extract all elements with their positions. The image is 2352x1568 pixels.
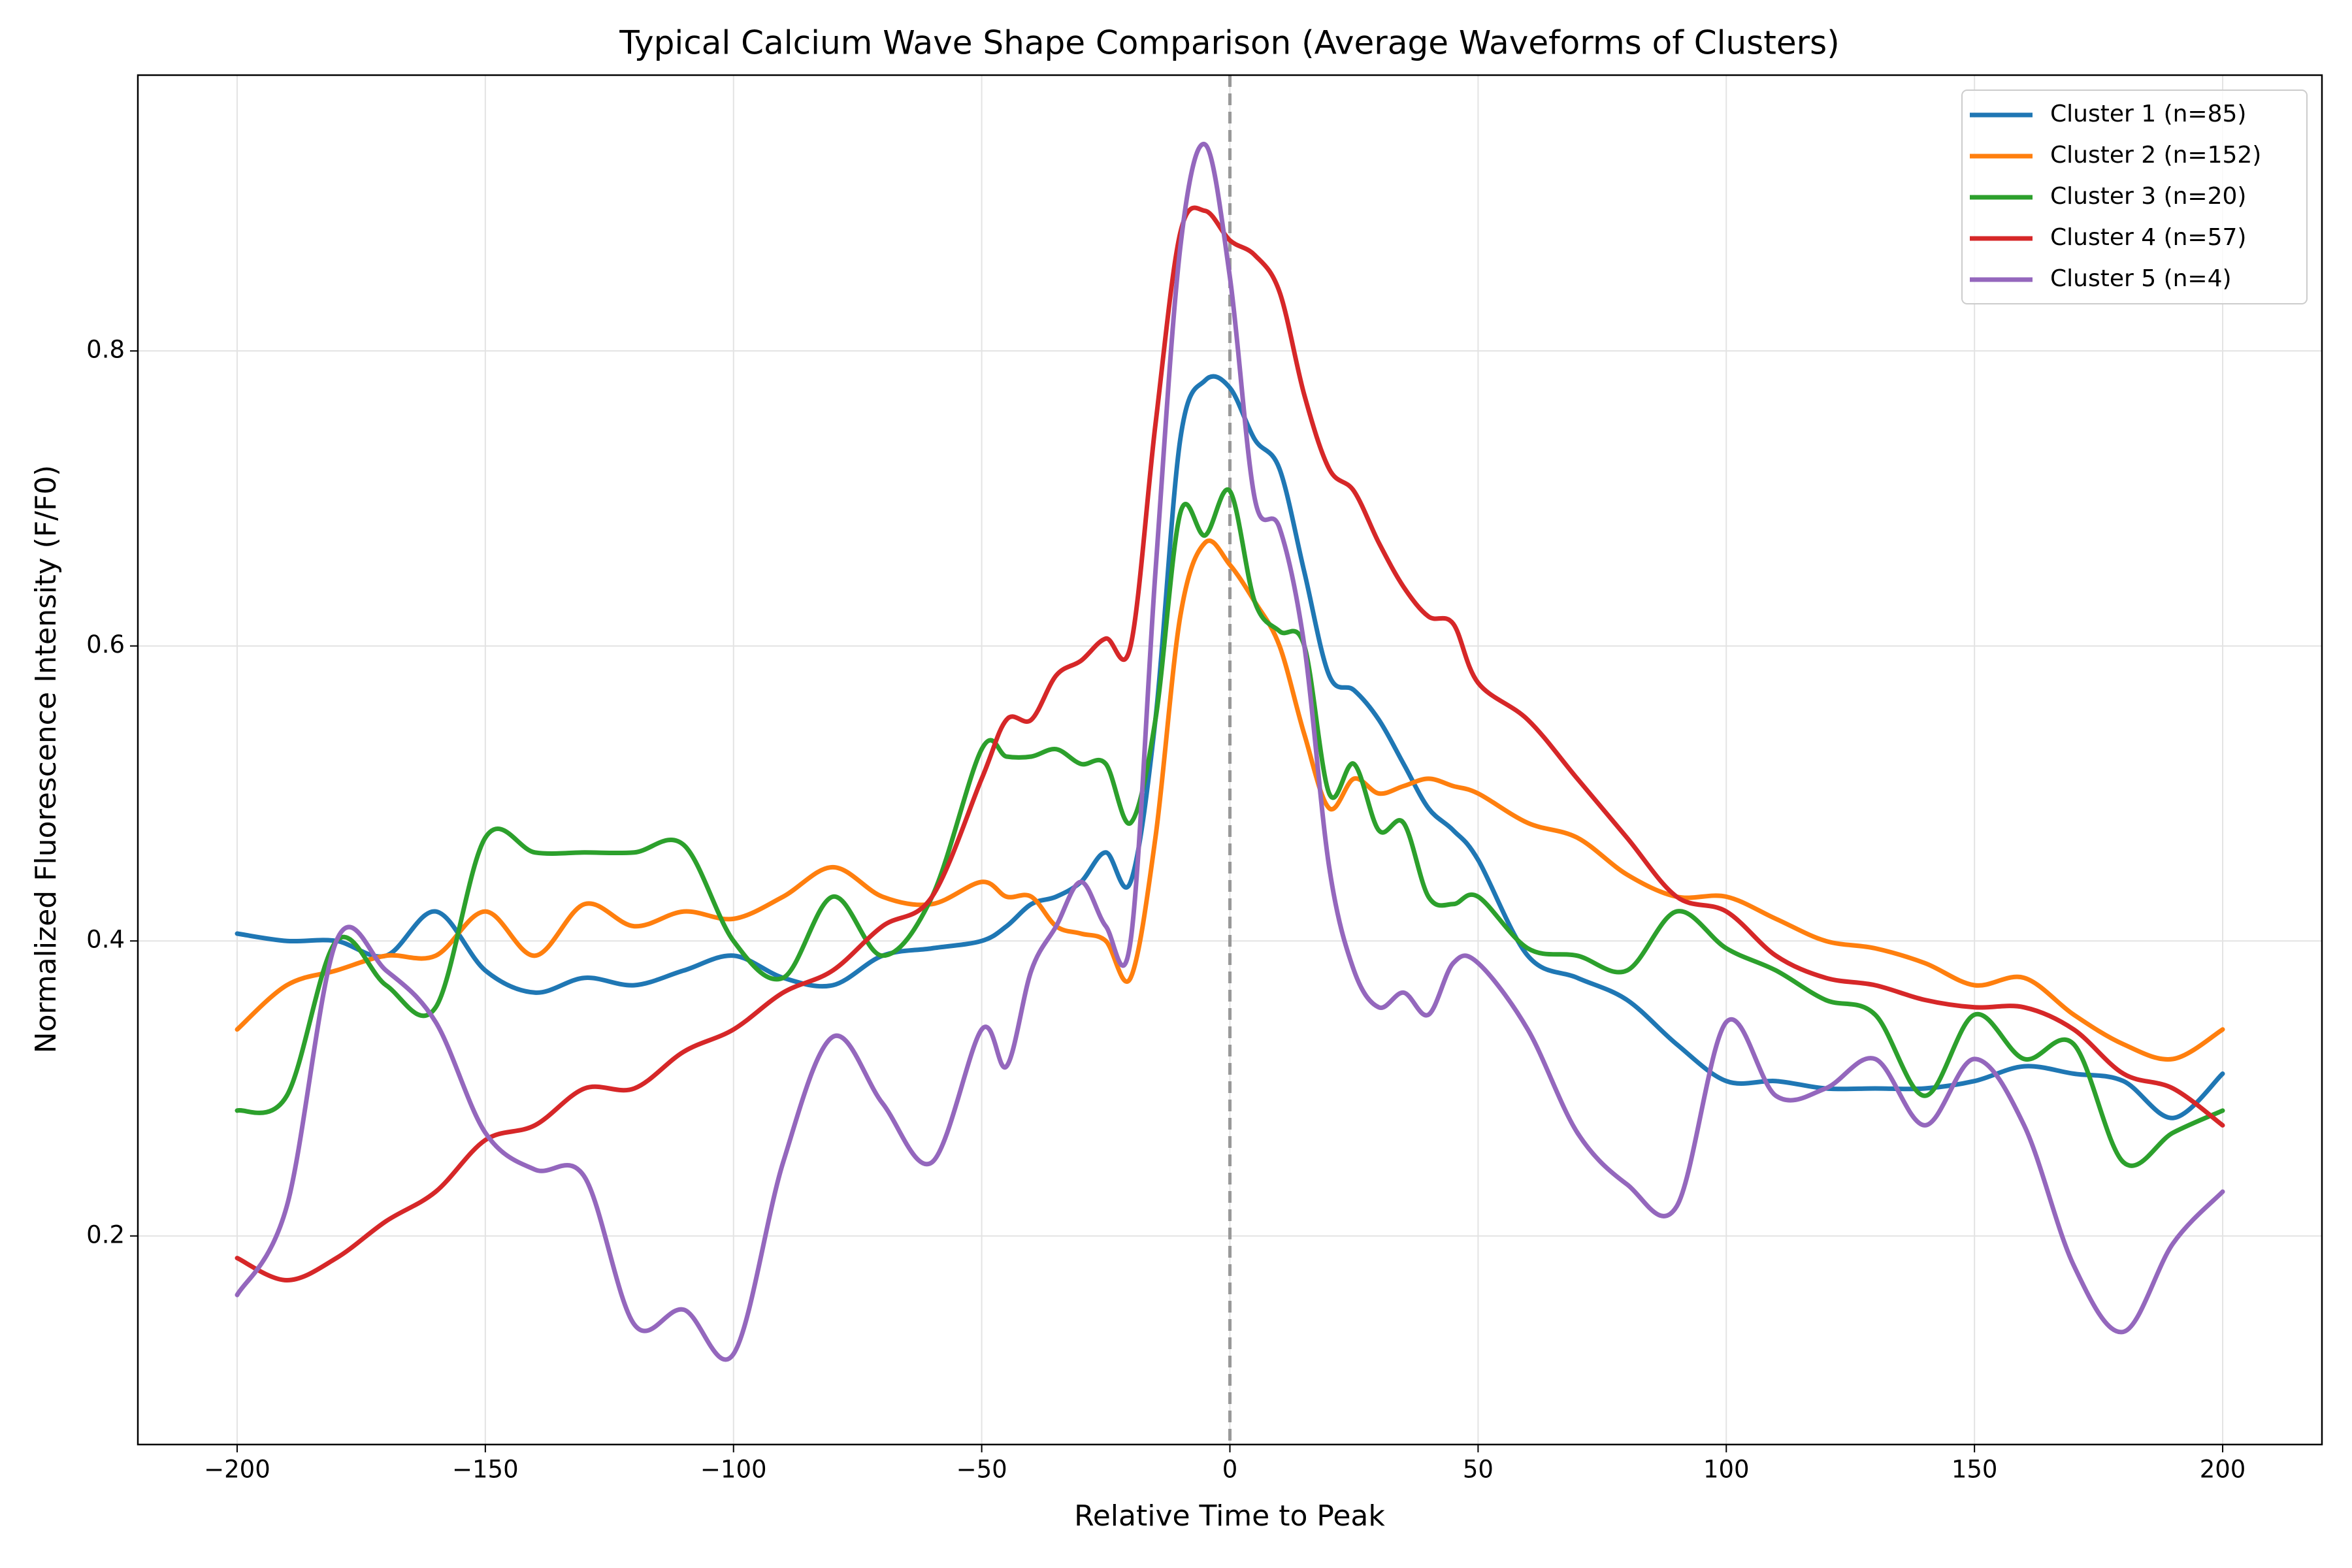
y-tick-label: 0.8 bbox=[86, 336, 125, 364]
x-tick-label: −50 bbox=[956, 1456, 1007, 1484]
y-tick-label: 0.2 bbox=[86, 1220, 125, 1249]
legend-label: Cluster 3 (n=20) bbox=[2050, 183, 2246, 210]
legend-label: Cluster 1 (n=85) bbox=[2050, 101, 2246, 127]
x-tick-label: 0 bbox=[1222, 1456, 1238, 1484]
y-axis-label: Normalized Fluorescence Intensity (F/F0) bbox=[29, 465, 63, 1054]
series-line bbox=[235, 487, 2225, 1168]
legend-label: Cluster 2 (n=152) bbox=[2050, 142, 2261, 169]
y-tick-label: 0.4 bbox=[86, 926, 125, 954]
y-tick-label: 0.6 bbox=[86, 630, 125, 659]
legend-label: Cluster 4 (n=57) bbox=[2050, 224, 2246, 251]
series-line bbox=[235, 141, 2225, 1362]
x-tick-label: 50 bbox=[1463, 1456, 1494, 1484]
x-tick-label: 200 bbox=[2200, 1456, 2246, 1484]
legend-box bbox=[1961, 90, 2308, 304]
x-tick-label: 150 bbox=[1952, 1456, 1998, 1484]
x-tick-label: −150 bbox=[452, 1456, 519, 1484]
series-line bbox=[235, 374, 2225, 1120]
x-tick-label: −200 bbox=[204, 1456, 270, 1484]
plot-frame bbox=[137, 74, 2323, 1446]
x-tick-label: −100 bbox=[700, 1456, 767, 1484]
series-line bbox=[235, 205, 2225, 1282]
x-axis-label: Relative Time to Peak bbox=[1074, 1499, 1385, 1533]
x-tick-label: 100 bbox=[1703, 1456, 1750, 1484]
legend-label: Cluster 5 (n=4) bbox=[2050, 265, 2232, 292]
series-line bbox=[235, 538, 2225, 1062]
chart-title: Typical Calcium Wave Shape Comparison (A… bbox=[619, 24, 1839, 62]
